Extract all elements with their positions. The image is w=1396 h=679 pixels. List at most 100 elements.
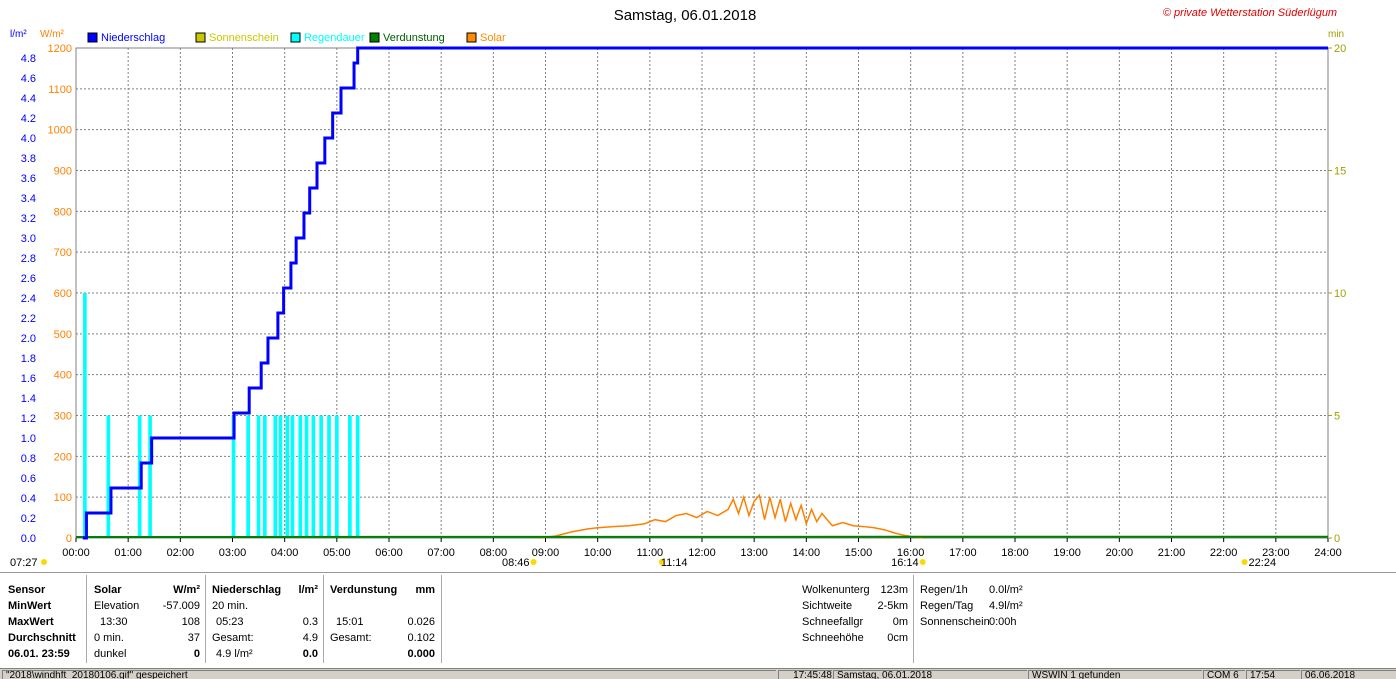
sun-marker-dot xyxy=(531,559,537,565)
maxwert-label: MaxWert xyxy=(8,616,54,628)
regendauer-bar xyxy=(335,416,339,539)
divider xyxy=(913,575,914,663)
legend-swatch xyxy=(88,33,97,42)
regendauer-bar xyxy=(319,416,323,539)
niederschlag-r2b: 0.3 xyxy=(280,616,318,628)
y-tick-label-precip: 2.8 xyxy=(21,253,36,265)
y-tick-label-solar: 700 xyxy=(54,247,72,259)
sun-marker-dot xyxy=(41,559,47,565)
solar-r2a: 13:30 xyxy=(100,616,128,628)
x-tick-label: 18:00 xyxy=(1001,547,1029,559)
regendauer-bar xyxy=(263,416,267,539)
regendauer-bar xyxy=(285,416,289,539)
y-tick-label-precip: 2.2 xyxy=(21,313,36,325)
regendauer-bar xyxy=(312,416,316,539)
y-tick-label-solar: 200 xyxy=(54,451,72,463)
solar-unit: W/m² xyxy=(166,584,200,596)
x-tick-label: 10:00 xyxy=(584,547,612,559)
x-tick-label: 07:00 xyxy=(427,547,455,559)
x-tick-label: 06:00 xyxy=(375,547,403,559)
regendauer-bar xyxy=(291,416,295,539)
verdunstung-r4b: 0.000 xyxy=(390,648,435,660)
legend-swatch xyxy=(467,33,476,42)
y-tick-label-solar: 1000 xyxy=(48,125,72,137)
regendauer-bar xyxy=(279,416,283,539)
legend-swatch xyxy=(291,33,300,42)
y-tick-label-precip: 4.8 xyxy=(21,53,36,65)
verdunstung-unit: mm xyxy=(405,584,435,596)
schneefall-label: Schneefallgr xyxy=(802,616,863,628)
niederschlag-r4b: 0.0 xyxy=(280,648,318,660)
y-tick-label-precip: 3.0 xyxy=(21,233,36,245)
y-tick-label-precip: 1.2 xyxy=(21,413,36,425)
y-tick-label-precip: 2.4 xyxy=(21,293,36,305)
x-tick-label: 15:00 xyxy=(845,547,873,559)
x-tick-label: 17:00 xyxy=(949,547,977,559)
regendauer-bar xyxy=(148,416,152,539)
sun-marker-label: 22:24 xyxy=(1249,557,1277,569)
wolken-value: 123m xyxy=(870,584,908,596)
y-tick-label-precip: 2.6 xyxy=(21,273,36,285)
y-tick-label-precip: 0.8 xyxy=(21,453,36,465)
y-tick-label-precip: 4.0 xyxy=(21,133,36,145)
divider xyxy=(323,575,324,663)
solar-r4a: dunkel xyxy=(94,648,126,660)
y-tick-label-precip: 3.2 xyxy=(21,213,36,225)
solar-r4b: 0 xyxy=(150,648,200,660)
x-tick-label: 09:00 xyxy=(532,547,560,559)
solar-r1b: -57.009 xyxy=(150,600,200,612)
solar-r3a: 0 min. xyxy=(94,632,124,644)
regendauer-bar xyxy=(305,416,309,539)
y-tick-label-precip: 4.6 xyxy=(21,73,36,85)
sensor-label: Sensor xyxy=(8,584,45,596)
niederschlag-r4a: 4.9 l/m² xyxy=(216,648,253,660)
y-tick-label-minutes: 0 xyxy=(1334,533,1340,545)
y-tick-label-solar: 300 xyxy=(54,411,72,423)
x-tick-label: 22:00 xyxy=(1210,547,1238,559)
x-tick-label: 03:00 xyxy=(219,547,247,559)
y-tick-label-precip: 0.0 xyxy=(21,533,36,545)
status-bar: "2018\windhft_20180106.gif" gespeichert … xyxy=(0,668,1396,679)
y-tick-label-minutes: 10 xyxy=(1334,288,1346,300)
niederschlag-r3a: Gesamt: xyxy=(212,632,254,644)
legend-label: Solar xyxy=(480,32,506,44)
regendauer-bar xyxy=(107,416,111,539)
y-tick-label-precip: 2.0 xyxy=(21,333,36,345)
date-label: 06.01. 23:59 xyxy=(8,648,70,660)
regentag-value: 4.9l/m² xyxy=(989,600,1023,612)
schneehoehe-label: Schneehöhe xyxy=(802,632,864,644)
durchschnitt-label: Durchschnitt xyxy=(8,632,76,644)
y-tick-label-precip: 1.6 xyxy=(21,373,36,385)
sonnenschein-label: Sonnenschein xyxy=(920,616,990,628)
y-tick-label-precip: 0.4 xyxy=(21,493,36,505)
x-tick-label: 14:00 xyxy=(793,547,821,559)
y-tick-label-precip: 1.0 xyxy=(21,433,36,445)
y-tick-label-solar: 800 xyxy=(54,206,72,218)
weather-chart: Samstag, 06.01.2018 © private Wetterstat… xyxy=(0,0,1396,570)
schneefall-value: 0m xyxy=(870,616,908,628)
copyright-text: © private Wetterstation Süderlügum xyxy=(1163,7,1337,19)
divider xyxy=(441,575,442,663)
regendauer-bar xyxy=(273,416,277,539)
y-tick-label-minutes: 20 xyxy=(1334,43,1346,55)
y-tick-label-solar: 1200 xyxy=(48,43,72,55)
y-tick-label-solar: 0 xyxy=(66,533,72,545)
schneehoehe-value: 0cm xyxy=(870,632,908,644)
y-tick-label-precip: 4.2 xyxy=(21,113,36,125)
x-tick-label: 11:00 xyxy=(636,547,663,559)
y-tick-label-precip: 1.4 xyxy=(21,393,36,405)
x-tick-label: 00:00 xyxy=(62,547,90,559)
y-tick-label-solar: 500 xyxy=(54,329,72,341)
legend-label: Sonnenschein xyxy=(209,32,279,44)
sicht-label: Sichtweite xyxy=(802,600,852,612)
legend-label: Verdunstung xyxy=(383,32,445,44)
niederschlag-r2a: 05:23 xyxy=(216,616,244,628)
y-tick-label-precip: 4.4 xyxy=(21,93,36,105)
x-tick-label: 02:00 xyxy=(167,547,195,559)
regendauer-bar xyxy=(246,416,250,539)
verdunstung-r2a: 15:01 xyxy=(336,616,364,628)
sonnenschein-value: 0:00h xyxy=(989,616,1017,628)
